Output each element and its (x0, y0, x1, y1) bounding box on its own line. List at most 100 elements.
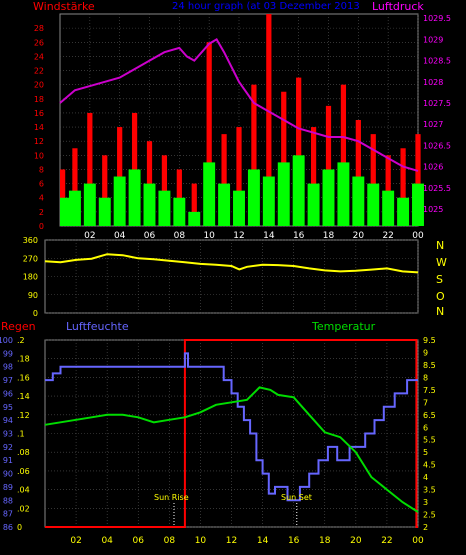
wind-y-tick-label: 0 (39, 222, 44, 231)
temperature-y-tick-label: 7.5 (423, 386, 436, 395)
gust-bar (281, 91, 287, 226)
rht-x-tick-label: 20 (350, 536, 362, 546)
direction-y-tick-label: 360 (23, 236, 38, 245)
wind-x-tick-label: 22 (382, 231, 393, 241)
pressure-y-tick-label: 1027 (423, 120, 443, 129)
wind-y-tick-label: 4 (39, 194, 44, 203)
humidity-y-tick-label: 97 (3, 376, 13, 385)
gust-bar (236, 127, 242, 226)
direction-label-s: S (436, 273, 443, 286)
rain-y-tick-label: .02 (17, 504, 30, 513)
wind-y-tick-label: 20 (34, 81, 44, 90)
temperature-y-tick-label: 4.5 (423, 461, 436, 470)
wind-bar (218, 183, 231, 226)
rain-y-axis-ticks: 0 .02 .04 .06 .08 .1 .12 .14 .16 .18 .2 (17, 336, 30, 532)
humidity-y-tick-label: 87 (3, 510, 13, 519)
rain-y-tick-label: .12 (17, 411, 30, 420)
humidity-y-tick-label: 100 (0, 336, 13, 345)
temperature-line (44, 386, 419, 513)
rht-x-tick-label: 02 (70, 536, 81, 546)
sun-rise-label: Sun Rise (154, 493, 189, 502)
rain-y-tick-label: .16 (17, 373, 30, 382)
pressure-line (59, 38, 419, 172)
rht-x-tick-label: 04 (101, 536, 113, 546)
direction-y-tick-label: 270 (23, 254, 38, 263)
temperature-y-tick-label: 8 (423, 373, 428, 382)
gust-bar (161, 155, 168, 226)
wind-bar (247, 169, 260, 226)
wind-y-tick-label: 14 (34, 123, 44, 132)
humidity-y-tick-label: 86 (3, 523, 13, 532)
temperature-y-axis-ticks: 2 2.5 3 3.5 4 4.5 5 5.5 6 6.5 7 7.5 8 8.5 9 9.5 (423, 336, 436, 532)
humidity-y-tick-label: 89 (3, 483, 13, 492)
wind-bar (412, 183, 424, 226)
gust-bar (221, 134, 227, 226)
pressure-y-tick-label: 1029 (423, 35, 443, 44)
rain-y-tick-label: .08 (17, 448, 30, 457)
gust-bar (251, 84, 257, 227)
gust-bar (87, 112, 93, 226)
wind-x-tick-label: 02 (84, 231, 95, 241)
rain-y-tick-label: .1 (17, 430, 25, 439)
rain-y-tick-label: 0 (17, 523, 22, 532)
humidity-y-tick-label: 93 (3, 430, 13, 439)
temperature-y-tick-label: 2.5 (423, 511, 436, 520)
pressure-y-tick-label: 1029.5 (423, 14, 451, 23)
temperature-y-tick-label: 5.5 (423, 436, 436, 445)
direction-y-tick-label: 0 (33, 309, 38, 318)
direction-label-w: W (436, 256, 447, 269)
humidity-y-tick-label: 92 (3, 443, 13, 452)
temperature-y-tick-label: 3 (423, 498, 428, 507)
gust-bar (191, 183, 197, 226)
humidity-axis-title: Luftfeuchte (66, 320, 129, 333)
wind-bar (352, 176, 365, 226)
rain-y-tick-label: .18 (17, 355, 30, 364)
wind-bar (203, 162, 216, 226)
gust-bar (385, 155, 391, 226)
wind-bar (262, 176, 275, 226)
gust-bar (117, 127, 123, 226)
rht-x-tick-label: 10 (195, 536, 207, 546)
direction-y-tick-label: 180 (23, 273, 38, 282)
humidity-y-tick-label: 95 (3, 403, 13, 412)
wind-bar (83, 183, 96, 226)
wind-x-tick-label: 08 (174, 231, 186, 241)
rht-x-tick-label: 12 (226, 536, 237, 546)
pressure-axis-title: Luftdruck (372, 0, 424, 13)
gust-bar (206, 42, 212, 227)
gust-bar (102, 155, 108, 226)
wind-y-tick-label: 2 (39, 208, 44, 217)
gust-bar (355, 120, 361, 226)
wind-bar (98, 197, 111, 226)
wind-bar (68, 190, 81, 226)
chart-title: 24 hour graph (at 03 Dezember 2013 (172, 1, 360, 12)
temperature-y-tick-label: 6.5 (423, 411, 436, 420)
rain-y-tick-label: .04 (17, 486, 30, 495)
gust-bar (296, 77, 302, 226)
direction-label-n-top: N (436, 239, 445, 252)
wind-direction-y-axis-ticks: 0 90 180 270 360 (23, 236, 38, 318)
wind-y-tick-label: 26 (34, 38, 44, 47)
temperature-y-tick-label: 9 (423, 348, 428, 357)
gust-bar (340, 84, 347, 227)
wind-bar (382, 190, 395, 226)
wind-bar (292, 155, 305, 226)
wind-y-tick-label: 24 (34, 52, 44, 61)
temperature-y-tick-label: 9.5 (423, 336, 436, 345)
pressure-y-tick-label: 1027.5 (423, 99, 451, 108)
wind-bar (337, 162, 350, 226)
pressure-y-tick-label: 1028.5 (423, 57, 451, 66)
temperature-y-tick-label: 2 (423, 523, 428, 532)
temperature-y-tick-label: 8.5 (423, 361, 436, 370)
gust-bar (400, 148, 406, 226)
pressure-y-axis-ticks: 1025 1025.5 1026 1026.5 1027 1027.5 1028 1028.5… (423, 14, 451, 214)
rht-x-tick-label: 16 (288, 536, 300, 546)
humidity-y-tick-label: 99 (3, 349, 13, 358)
temperature-y-tick-label: 3.5 (423, 486, 436, 495)
humidity-y-tick-label: 91 (3, 456, 13, 465)
wind-x-tick-label: 06 (144, 231, 156, 241)
